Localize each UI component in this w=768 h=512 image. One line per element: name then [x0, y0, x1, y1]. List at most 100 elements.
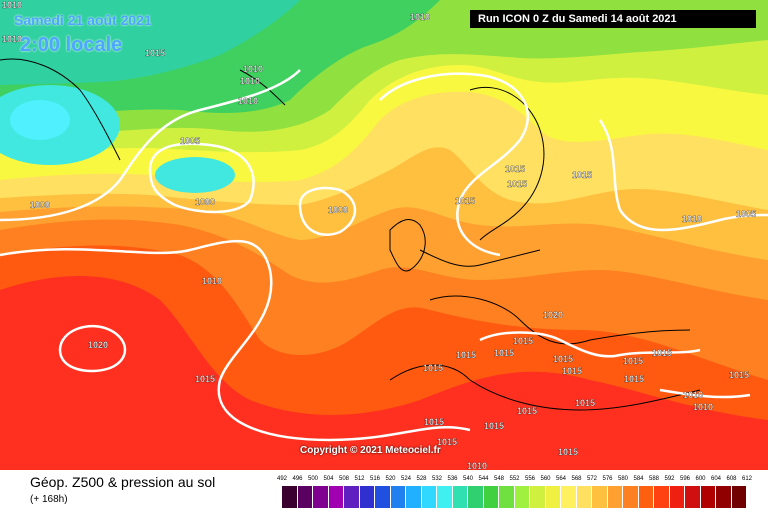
- legend-color-cell: [344, 486, 359, 508]
- legend-tick-label: 588: [648, 476, 659, 482]
- legend-tick-label: 500: [307, 476, 318, 482]
- isobar-label: 1015: [553, 354, 573, 364]
- legend-color-cell: [607, 486, 622, 508]
- legend-tick-label: 496: [292, 476, 303, 482]
- isobar-label: 1010: [682, 214, 702, 224]
- legend-tick-label: 552: [509, 476, 520, 482]
- field-cyan-small: [155, 157, 235, 193]
- legend-tick-label: 516: [369, 476, 380, 482]
- legend-tick-label: 600: [695, 476, 706, 482]
- isobar-label: 1015: [195, 374, 215, 384]
- isobar-label: 1010: [683, 390, 703, 400]
- legend-color-cell: [406, 486, 421, 508]
- legend-tick-label: 512: [354, 476, 365, 482]
- legend-color-cell: [499, 486, 514, 508]
- isobar-label: 1010: [410, 12, 430, 22]
- scandinavia-coast: [469, 86, 545, 241]
- map-footer: Géop. Z500 & pression au sol (+ 168h) 49…: [0, 470, 768, 512]
- legend-color-cell: [313, 486, 328, 508]
- legend-color-cell: [654, 486, 669, 508]
- legend-color-cell: [514, 486, 529, 508]
- isobar-label: 1015: [456, 350, 476, 360]
- isobar-label: 1015: [507, 179, 527, 189]
- forecast-lead-time: (+ 168h): [30, 494, 68, 505]
- isobar-1020-west: [58, 324, 127, 373]
- isobar-1015-east: [598, 119, 768, 232]
- legend-color-cell: [421, 486, 436, 508]
- isobar-label: 1005: [180, 136, 200, 146]
- isobar-label: 1005: [736, 209, 756, 219]
- legend-tick-label: 492: [276, 476, 287, 482]
- legend-color-cell: [638, 486, 653, 508]
- legend-tick-label: 524: [400, 476, 411, 482]
- legend-tick-label: 592: [664, 476, 675, 482]
- legend-color-cell: [375, 486, 390, 508]
- isobar-label: 1015: [455, 196, 475, 206]
- isobar-label: 1015: [424, 417, 444, 427]
- forecast-date: Samedi 21 août 2021: [14, 12, 152, 28]
- legend-tick-label: 540: [462, 476, 473, 482]
- isobar-label: 1010: [693, 402, 713, 412]
- isobar-label: 1010: [467, 461, 487, 470]
- legend-color-cell: [390, 486, 405, 508]
- isobar-1015-med: [479, 331, 701, 358]
- legend-color-cell: [468, 486, 483, 508]
- legend-tick-label: 564: [555, 476, 566, 482]
- legend-color-cell: [592, 486, 607, 508]
- legend-tick-label: 544: [478, 476, 489, 482]
- isobar-label: 1015: [558, 447, 578, 457]
- isobar-1000-west: [148, 142, 255, 214]
- map-canvas: 1010 1010 1015 1010 1010 1010 1010 1005 …: [0, 0, 768, 470]
- isobar-label: 1015: [623, 356, 643, 366]
- isobar-label: 1015: [729, 370, 749, 380]
- legend-tick-label: 508: [338, 476, 349, 482]
- legend-tick-label: 528: [416, 476, 427, 482]
- isobar-label: 1000: [195, 197, 215, 207]
- legend-tick-label: 504: [323, 476, 334, 482]
- legend-color-cell: [716, 486, 731, 508]
- model-run-label: Run ICON 0 Z du Samedi 14 août 2021: [470, 10, 756, 28]
- isobar-label: 1000: [30, 200, 50, 210]
- isobar-label: 1015: [624, 374, 644, 384]
- legend-tick-label: 608: [726, 476, 737, 482]
- isobar-1000-center: [298, 186, 357, 236]
- legend-color-cell: [576, 486, 591, 508]
- legend-color-cell: [328, 486, 343, 508]
- isobar-label: 1015: [575, 398, 595, 408]
- legend-color-cell: [359, 486, 374, 508]
- legend-color-cell: [731, 486, 746, 508]
- legend-tick-label: 568: [571, 476, 582, 482]
- map-title: Géop. Z500 & pression au sol: [30, 474, 216, 490]
- weather-map: 1010 1010 1015 1010 1010 1010 1010 1005 …: [0, 0, 768, 470]
- legend-tick-label: 612: [741, 476, 752, 482]
- isobar-label: 1015: [517, 406, 537, 416]
- isobar-1010-west: [0, 239, 471, 442]
- isobar-label: 1015: [484, 421, 504, 431]
- field-teal: [0, 0, 300, 85]
- legend-color-cell: [437, 486, 452, 508]
- isobars: [0, 69, 768, 442]
- legend-color-cell: [561, 486, 576, 508]
- isobar-label: 1015: [505, 164, 525, 174]
- isobar-label: 1010: [238, 96, 258, 106]
- isobar-label: 1015: [437, 437, 457, 447]
- greenland-coast: [0, 58, 121, 161]
- isobar-label: 1015: [513, 336, 533, 346]
- british-isles-coast: [389, 219, 426, 272]
- isobar-label: 1000: [328, 205, 348, 215]
- forecast-time: 2:00 locale: [20, 34, 123, 56]
- legend-tick-label: 572: [586, 476, 597, 482]
- isobar-label: 1015: [572, 170, 592, 180]
- legend-color-cell: [297, 486, 312, 508]
- isobar-label: 1015: [145, 48, 165, 58]
- legend-tick-label: 576: [602, 476, 613, 482]
- north-africa-coast: [389, 364, 701, 411]
- legend-color-cell: [483, 486, 498, 508]
- legend-color-cell: [685, 486, 700, 508]
- iceland-coast: [239, 69, 286, 106]
- isobar-label: 1015: [562, 366, 582, 376]
- isobar-label: 1010: [240, 76, 260, 86]
- legend-tick-label: 560: [540, 476, 551, 482]
- isobar-label: 1015: [652, 348, 672, 358]
- legend-tick-label: 604: [710, 476, 721, 482]
